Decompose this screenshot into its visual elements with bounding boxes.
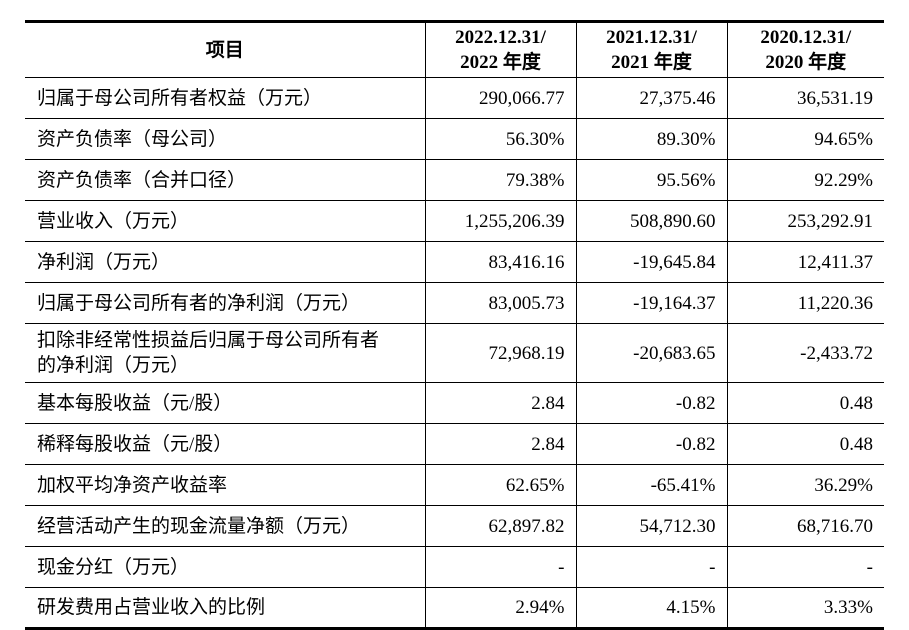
table-row: 资产负债率（母公司） 56.30% 89.30% 94.65% [25, 118, 884, 161]
cell-value-2022: 79.38% [424, 159, 577, 202]
cell-value-2021: -65.41% [575, 464, 728, 507]
cell-value-2022: 2.94% [424, 587, 577, 630]
cell-value-2020: -2,433.72 [726, 323, 884, 384]
cell-value-2022: 2.84 [424, 423, 577, 466]
table-row: 归属于母公司所有者的净利润（万元） 83,005.73 -19,164.37 1… [25, 282, 884, 325]
period-year: 2020 年度 [765, 52, 847, 74]
period-year: 2021 年度 [611, 52, 692, 74]
table-row: 营业收入（万元） 1,255,206.39 508,890.60 253,292… [25, 200, 884, 243]
cell-value-2022: 83,416.16 [424, 241, 577, 284]
period-date: 2021.12.31/ [606, 27, 697, 48]
cell-value-2022: 290,066.77 [424, 77, 577, 120]
row-label: 现金分红（万元） [25, 546, 426, 589]
table-row: 研发费用占营业收入的比例 2.94% 4.15% 3.33% [25, 587, 884, 630]
row-label: 资产负债率（合并口径） [25, 159, 426, 202]
cell-value-2022: 72,968.19 [424, 323, 577, 384]
cell-value-2021: -0.82 [575, 382, 728, 425]
table-row: 经营活动产生的现金流量净额（万元） 62,897.82 54,712.30 68… [25, 505, 884, 548]
header-row: 项目 2022.12.31/2022 年度 2021.12.31/2021 年度 2… [25, 20, 884, 79]
cell-value-2022: 62.65% [424, 464, 577, 507]
table-row: 净利润（万元） 83,416.16 -19,645.84 12,411.37 [25, 241, 884, 284]
row-label: 资产负债率（母公司） [25, 118, 426, 161]
row-label: 研发费用占营业收入的比例 [25, 587, 426, 630]
table-row: 稀释每股收益（元/股） 2.84 -0.82 0.48 [25, 423, 884, 466]
row-label: 基本每股收益（元/股） [25, 382, 426, 425]
cell-value-2020: 92.29% [726, 159, 884, 202]
cell-value-2020: 11,220.36 [726, 282, 884, 325]
cell-value-2021: 508,890.60 [575, 200, 728, 243]
cell-value-2021: 4.15% [575, 587, 728, 630]
cell-value-2021: 54,712.30 [575, 505, 728, 548]
table-row: 加权平均净资产收益率 62.65% -65.41% 36.29% [25, 464, 884, 507]
column-header-item: 项目 [25, 20, 426, 79]
column-header-period: 2020.12.31/2020 年度 [726, 20, 884, 79]
row-label: 稀释每股收益（元/股） [25, 423, 426, 466]
column-header-period: 2021.12.31/2021 年度 [575, 20, 728, 79]
cell-value-2020: 12,411.37 [726, 241, 884, 284]
cell-value-2020: 0.48 [726, 423, 884, 466]
cell-value-2020: 3.33% [726, 587, 884, 630]
row-label: 经营活动产生的现金流量净额（万元） [25, 505, 426, 548]
row-label: 净利润（万元） [25, 241, 426, 284]
row-label: 归属于母公司所有者的净利润（万元） [25, 282, 426, 325]
row-label: 加权平均净资产收益率 [25, 464, 426, 507]
cell-value-2021: - [575, 546, 728, 589]
period-date: 2022.12.31/ [455, 27, 546, 48]
cell-value-2022: 2.84 [424, 382, 577, 425]
cell-value-2021: 89.30% [575, 118, 728, 161]
cell-value-2020: 68,716.70 [726, 505, 884, 548]
table-body: 归属于母公司所有者权益（万元） 290,066.77 27,375.46 36,… [25, 77, 884, 630]
cell-value-2022: 56.30% [424, 118, 577, 161]
cell-value-2020: 253,292.91 [726, 200, 884, 243]
row-label: 扣除非经常性损益后归属于母公司所有者 的净利润（万元） [25, 323, 426, 384]
cell-value-2021: -20,683.65 [575, 323, 728, 384]
column-header-period: 2022.12.31/2022 年度 [424, 20, 577, 79]
cell-value-2021: 27,375.46 [575, 77, 728, 120]
table-row: 扣除非经常性损益后归属于母公司所有者 的净利润（万元） 72,968.19 -2… [25, 323, 884, 384]
period-year: 2022 年度 [460, 52, 541, 74]
period-date: 2020.12.31/ [760, 27, 852, 48]
row-label: 营业收入（万元） [25, 200, 426, 243]
table-row: 基本每股收益（元/股） 2.84 -0.82 0.48 [25, 382, 884, 425]
cell-value-2020: - [726, 546, 884, 589]
row-label: 归属于母公司所有者权益（万元） [25, 77, 426, 120]
cell-value-2020: 36,531.19 [726, 77, 884, 120]
cell-value-2022: 83,005.73 [424, 282, 577, 325]
cell-value-2022: 1,255,206.39 [424, 200, 577, 243]
cell-value-2020: 94.65% [726, 118, 884, 161]
table-row: 现金分红（万元） - - - [25, 546, 884, 589]
cell-value-2021: 95.56% [575, 159, 728, 202]
cell-value-2022: 62,897.82 [424, 505, 577, 548]
cell-value-2022: - [424, 546, 577, 589]
cell-value-2020: 36.29% [726, 464, 884, 507]
table-row: 资产负债率（合并口径） 79.38% 95.56% 92.29% [25, 159, 884, 202]
financial-summary-table: 项目 2022.12.31/2022 年度 2021.12.31/2021 年度 2… [25, 20, 884, 630]
cell-value-2021: -19,164.37 [575, 282, 728, 325]
cell-value-2021: -0.82 [575, 423, 728, 466]
cell-value-2021: -19,645.84 [575, 241, 728, 284]
table-row: 归属于母公司所有者权益（万元） 290,066.77 27,375.46 36,… [25, 77, 884, 120]
cell-value-2020: 0.48 [726, 382, 884, 425]
